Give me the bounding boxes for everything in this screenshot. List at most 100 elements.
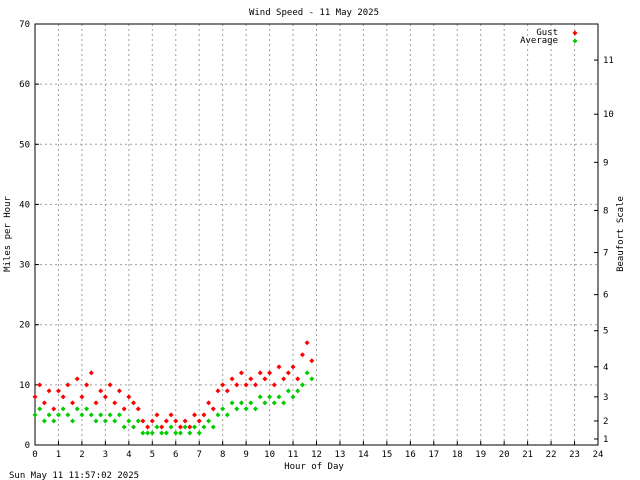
x-tick-label: 12 — [311, 450, 322, 460]
data-point-average — [182, 424, 188, 430]
data-point-average — [135, 418, 141, 424]
data-point-gust — [304, 340, 310, 346]
x-tick-label: 2 — [79, 450, 84, 460]
beaufort-tick-label: 8 — [603, 206, 608, 216]
beaufort-tick-label: 1 — [603, 435, 608, 445]
data-point-average — [295, 388, 301, 394]
data-point-average — [267, 394, 273, 400]
data-point-gust — [107, 382, 113, 388]
data-point-average — [145, 430, 151, 436]
data-point-gust — [112, 400, 118, 406]
y-axis-ticks: 0 10 20 30 40 50 60 70 — [19, 20, 39, 451]
data-point-average — [177, 430, 183, 436]
data-point-average — [304, 370, 310, 376]
data-point-average — [248, 400, 254, 406]
data-point-gust — [116, 388, 122, 394]
data-point-gust — [145, 424, 151, 430]
x-tick-label: 4 — [126, 450, 131, 460]
y-tick-label: 30 — [19, 261, 30, 271]
data-point-gust — [84, 382, 90, 388]
x-tick-label: 6 — [173, 450, 178, 460]
data-point-gust — [154, 412, 160, 418]
y-tick-label: 70 — [19, 20, 30, 30]
series-layer — [32, 340, 315, 436]
data-point-gust — [271, 382, 277, 388]
y-tick-label: 0 — [25, 441, 30, 451]
data-point-average — [253, 406, 259, 412]
y-axis-label: Miles per Hour — [3, 195, 13, 271]
data-point-average — [41, 418, 47, 424]
x-tick-label: 0 — [32, 450, 37, 460]
beaufort-tick-label: 10 — [603, 110, 614, 120]
x-tick-label: 13 — [335, 450, 346, 460]
data-point-gust — [32, 394, 38, 400]
data-point-gust — [196, 418, 202, 424]
y-tick-label: 10 — [19, 381, 30, 391]
data-point-gust — [173, 418, 179, 424]
data-point-average — [309, 376, 315, 382]
y-tick-label: 50 — [19, 140, 30, 150]
data-point-gust — [41, 400, 47, 406]
data-point-average — [238, 400, 244, 406]
data-point-average — [299, 382, 305, 388]
data-point-gust — [121, 406, 127, 412]
data-point-gust — [187, 424, 193, 430]
x-tick-label: 16 — [405, 450, 416, 460]
data-point-gust — [206, 400, 212, 406]
beaufort-tick-label: 3 — [603, 393, 608, 403]
data-point-gust — [60, 394, 66, 400]
data-point-average — [70, 418, 76, 424]
x-tick-label: 8 — [220, 450, 225, 460]
x-axis-label: Hour of Day — [284, 462, 344, 472]
data-point-gust — [276, 364, 282, 370]
x-tick-label: 7 — [196, 450, 201, 460]
data-point-gust — [238, 370, 244, 376]
data-point-average — [121, 424, 127, 430]
data-point-average — [32, 412, 38, 418]
data-point-average — [149, 430, 155, 436]
y-tick-label: 40 — [19, 200, 30, 210]
beaufort-tick-label: 6 — [603, 291, 608, 301]
data-point-average — [140, 430, 146, 436]
x-tick-label: 20 — [499, 450, 510, 460]
data-point-gust — [159, 424, 165, 430]
data-point-gust — [224, 388, 230, 394]
data-point-average — [234, 406, 240, 412]
data-point-gust — [201, 412, 207, 418]
data-point-average — [271, 400, 277, 406]
data-point-average — [51, 418, 57, 424]
data-point-average — [93, 418, 99, 424]
data-point-average — [168, 424, 174, 430]
y-tick-label: 60 — [19, 80, 30, 90]
chart-title: Wind Speed - 11 May 2025 — [249, 8, 379, 18]
data-point-average — [107, 412, 113, 418]
series-average — [32, 370, 315, 436]
data-point-gust — [215, 388, 221, 394]
data-point-average — [88, 412, 94, 418]
x-axis-ticks: 0 1 2 3 4 5 6 7 8 9 10 11 12 13 14 15 16 17 18 19 20 21 22 23 24 — [32, 441, 603, 460]
data-point-average — [243, 406, 249, 412]
data-point-average — [220, 406, 226, 412]
data-point-average — [290, 394, 296, 400]
data-point-average — [65, 412, 71, 418]
y-tick-label: 20 — [19, 321, 30, 331]
x-tick-label: 22 — [546, 450, 557, 460]
data-point-average — [159, 430, 165, 436]
data-point-average — [229, 400, 235, 406]
series-gust — [32, 340, 315, 430]
data-point-average — [46, 412, 52, 418]
data-point-average — [224, 412, 230, 418]
x-tick-label: 5 — [150, 450, 155, 460]
x-tick-label: 19 — [475, 450, 486, 460]
data-point-gust — [140, 418, 146, 424]
data-point-average — [37, 406, 43, 412]
data-point-gust — [229, 376, 235, 382]
data-point-average — [126, 418, 132, 424]
data-point-gust — [70, 400, 76, 406]
x-tick-label: 1 — [56, 450, 61, 460]
x-tick-label: 23 — [569, 450, 580, 460]
data-point-average — [112, 418, 118, 424]
data-point-gust — [262, 376, 268, 382]
data-point-average — [285, 388, 291, 394]
data-point-gust — [182, 418, 188, 424]
